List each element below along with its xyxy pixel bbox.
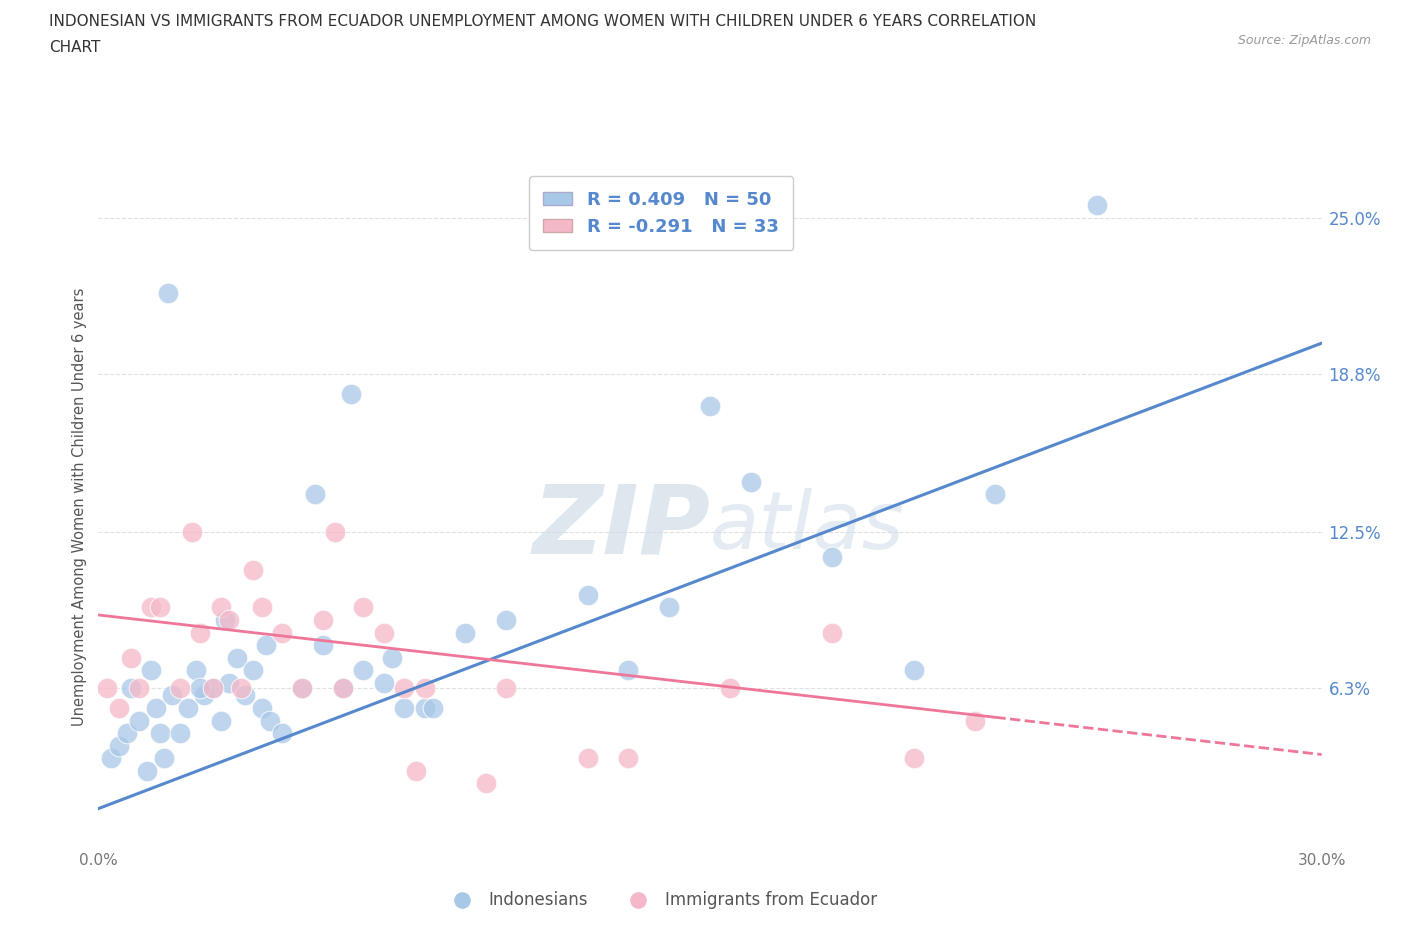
Point: [617, 751, 640, 765]
Point: [422, 700, 444, 715]
Point: [152, 751, 174, 765]
Point: [188, 625, 212, 640]
Point: [108, 738, 131, 753]
Point: [108, 700, 131, 715]
Point: [1085, 198, 1108, 213]
Point: [242, 663, 264, 678]
Point: [254, 638, 277, 653]
Point: [699, 399, 721, 414]
Point: [231, 681, 253, 696]
Text: CHART: CHART: [49, 40, 101, 55]
Point: [413, 681, 436, 696]
Point: [193, 688, 215, 703]
Point: [312, 613, 335, 628]
Point: [120, 681, 142, 696]
Point: [352, 663, 374, 678]
Point: [576, 751, 599, 765]
Point: [291, 681, 314, 696]
Point: [209, 713, 232, 728]
Point: [984, 486, 1007, 501]
Point: [474, 776, 498, 790]
Point: [965, 713, 987, 728]
Point: [340, 386, 363, 401]
Point: [304, 486, 326, 501]
Point: [201, 681, 224, 696]
Point: [821, 625, 844, 640]
Point: [323, 525, 346, 539]
Point: [156, 286, 179, 300]
Point: [291, 681, 314, 696]
Point: [177, 700, 200, 715]
Point: [495, 613, 517, 628]
Point: [373, 675, 395, 690]
Point: [120, 650, 142, 665]
Text: INDONESIAN VS IMMIGRANTS FROM ECUADOR UNEMPLOYMENT AMONG WOMEN WITH CHILDREN UND: INDONESIAN VS IMMIGRANTS FROM ECUADOR UN…: [49, 14, 1036, 29]
Point: [903, 663, 925, 678]
Point: [576, 588, 599, 603]
Point: [821, 550, 844, 565]
Point: [413, 700, 436, 715]
Point: [149, 600, 172, 615]
Point: [96, 681, 118, 696]
Point: [201, 681, 224, 696]
Point: [169, 725, 191, 740]
Point: [617, 663, 640, 678]
Point: [141, 663, 163, 678]
Point: [373, 625, 395, 640]
Point: [145, 700, 167, 715]
Point: [392, 681, 416, 696]
Point: [250, 700, 273, 715]
Y-axis label: Unemployment Among Women with Children Under 6 years: Unemployment Among Women with Children U…: [72, 287, 87, 726]
Point: [454, 625, 477, 640]
Text: Source: ZipAtlas.com: Source: ZipAtlas.com: [1237, 34, 1371, 47]
Legend: Indonesians, Immigrants from Ecuador: Indonesians, Immigrants from Ecuador: [439, 884, 883, 916]
Point: [181, 525, 204, 539]
Point: [186, 663, 208, 678]
Point: [270, 725, 294, 740]
Point: [169, 681, 191, 696]
Point: [115, 725, 138, 740]
Point: [226, 650, 249, 665]
Point: [903, 751, 925, 765]
Text: ZIP: ZIP: [531, 481, 710, 574]
Point: [658, 600, 681, 615]
Point: [332, 681, 354, 696]
Point: [218, 613, 240, 628]
Point: [214, 613, 236, 628]
Point: [209, 600, 232, 615]
Point: [136, 764, 159, 778]
Point: [100, 751, 122, 765]
Point: [405, 764, 427, 778]
Point: [233, 688, 256, 703]
Point: [141, 600, 163, 615]
Point: [250, 600, 273, 615]
Point: [332, 681, 354, 696]
Point: [718, 681, 742, 696]
Point: [259, 713, 281, 728]
Point: [312, 638, 335, 653]
Point: [128, 713, 150, 728]
Point: [160, 688, 183, 703]
Point: [149, 725, 172, 740]
Point: [495, 681, 517, 696]
Point: [392, 700, 416, 715]
Point: [218, 675, 240, 690]
Text: atlas: atlas: [710, 488, 905, 566]
Point: [270, 625, 294, 640]
Point: [381, 650, 404, 665]
Point: [128, 681, 150, 696]
Point: [242, 563, 264, 578]
Point: [188, 681, 212, 696]
Point: [352, 600, 374, 615]
Point: [740, 474, 762, 489]
